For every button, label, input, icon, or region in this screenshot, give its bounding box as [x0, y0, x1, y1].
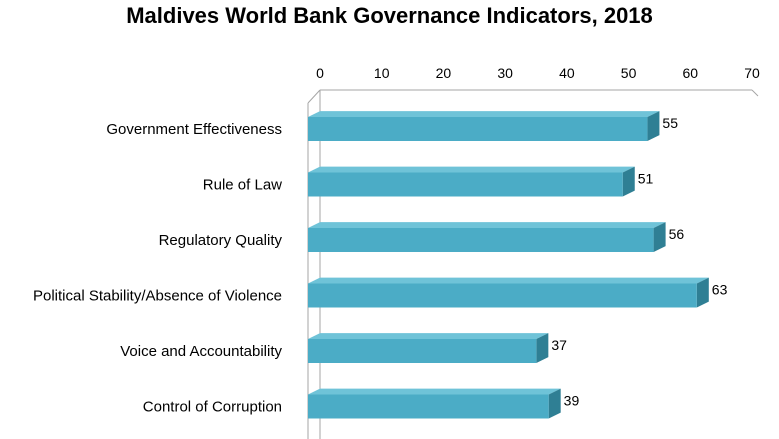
x-tick-label: 20: [436, 65, 452, 81]
data-label: 63: [712, 282, 728, 298]
bars: [308, 111, 709, 419]
right-corner-edge: [751, 89, 759, 97]
data-labels: 55 51 56 63 37 39: [551, 115, 727, 409]
bar-top: [308, 222, 666, 228]
bar-side: [696, 277, 709, 308]
data-label: 51: [638, 171, 654, 187]
bar: [308, 394, 549, 419]
bar: [308, 117, 648, 141]
bar-side: [548, 388, 561, 419]
bar-top: [308, 388, 561, 395]
category-label: Voice and Accountability: [120, 343, 282, 360]
bar-top: [308, 333, 549, 339]
x-tick-label: 50: [621, 65, 637, 81]
bar: [308, 283, 697, 308]
bar-side: [653, 222, 666, 252]
bar-top: [308, 111, 660, 117]
bar-side: [536, 333, 549, 363]
x-tick-label: 70: [744, 65, 760, 81]
x-tick-label: 10: [374, 65, 390, 81]
data-label: 56: [669, 226, 685, 242]
x-tick-label: 0: [316, 65, 324, 81]
bar: [308, 172, 623, 197]
category-labels: Government Effectiveness Rule of Law Regul…: [33, 121, 283, 416]
bar-side: [647, 111, 660, 141]
category-label: Political Stability/Absence of Violence: [33, 288, 282, 305]
x-tick-label: 60: [682, 65, 698, 81]
corner-edge: [307, 89, 321, 104]
bar-top: [308, 166, 635, 173]
category-label: Control of Corruption: [143, 399, 282, 416]
x-tick-label: 30: [497, 65, 513, 81]
x-tick-label: 40: [559, 65, 575, 81]
category-label: Government Effectiveness: [106, 121, 282, 138]
category-label: Regulatory Quality: [159, 232, 283, 249]
bar: [308, 228, 654, 252]
data-label: 55: [662, 115, 678, 131]
x-axis-ticks: 0 10 20 30 40 50 60 70: [316, 65, 760, 81]
bar-top: [308, 277, 709, 284]
data-label: 39: [564, 393, 580, 409]
axis-frame: [307, 89, 759, 439]
category-label: Rule of Law: [203, 177, 282, 194]
chart-title: Maldives World Bank Governance Indicator…: [126, 3, 653, 28]
bar-side: [622, 166, 635, 197]
bar: [308, 339, 537, 363]
data-label: 37: [551, 337, 567, 353]
